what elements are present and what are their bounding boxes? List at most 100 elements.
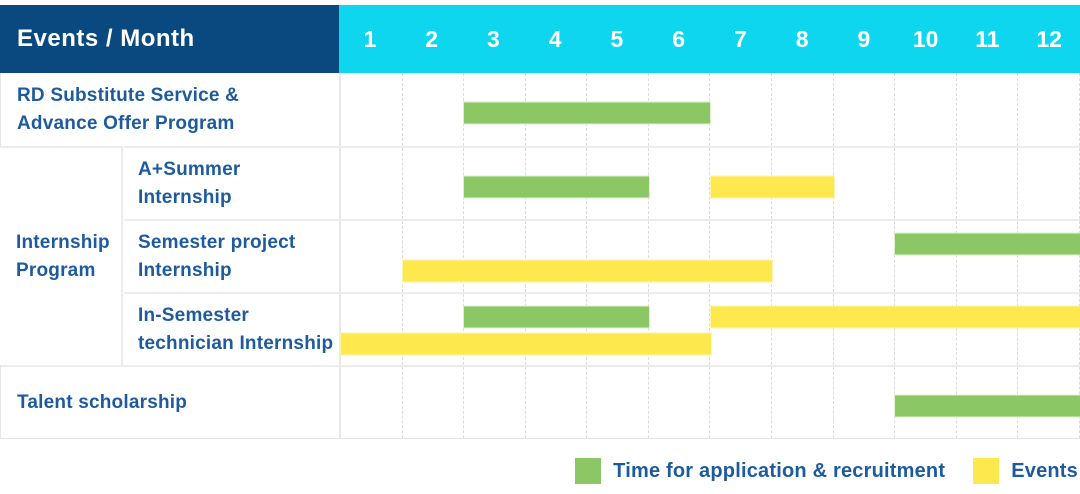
row-timeline (339, 146, 1080, 219)
month-grid-cell (464, 221, 526, 292)
group-label-line: Internship (16, 231, 110, 253)
month-grid-cell (895, 221, 957, 292)
month-header-cell: 7 (733, 25, 747, 52)
gantt-bar-event (402, 260, 773, 282)
month-grid-cell (341, 367, 403, 438)
month-grid-cell (341, 221, 403, 292)
month-grid-cell (403, 148, 465, 219)
legend-label-application: Time for application & recruitment (613, 459, 946, 482)
row-label: Talent scholarship (1, 365, 339, 438)
month-grid-cell (772, 294, 834, 365)
month-grid-cell (834, 367, 896, 438)
month-grid-cell (649, 221, 711, 292)
month-grid-cell (772, 367, 834, 438)
month-header-cell: 6 (672, 25, 686, 52)
month-grid-cell (341, 294, 403, 365)
month-header-row: 1 2 3 4 5 6 7 8 9 10 11 12 (339, 5, 1080, 73)
month-grid-cell (341, 148, 403, 219)
month-grid-cell (526, 221, 588, 292)
row-timeline (339, 219, 1080, 292)
table-row: A+Summer Internship (1, 146, 1080, 219)
month-grid-cell (649, 148, 711, 219)
events-month-header-cell: Events / Month (0, 5, 339, 73)
month-grid-cell (403, 73, 465, 146)
row-label: Semester project Internship (124, 219, 339, 292)
table-row: In-Semester technician Internship (1, 292, 1080, 365)
month-header-cell: 5 (610, 25, 624, 52)
row-timeline (339, 73, 1080, 146)
month-header-cell: 8 (795, 25, 809, 52)
month-grid-cell (526, 294, 588, 365)
month-grid-cell (772, 221, 834, 292)
month-grid-cell (1018, 294, 1080, 365)
row-label: A+Summer Internship (124, 146, 339, 219)
month-grid-cell (464, 367, 526, 438)
table-header-row: Events / Month 1 2 3 4 5 6 7 8 9 10 11 12 (0, 5, 1080, 73)
gantt-bar-application (895, 233, 1080, 255)
month-grid-cell (957, 148, 1019, 219)
month-grid-cell (834, 148, 896, 219)
month-grid-cell (587, 367, 649, 438)
legend-swatch-application (575, 458, 602, 484)
row-label-line: Semester project (138, 231, 296, 253)
month-grid-cell (587, 221, 649, 292)
row-label-line: In-Semester (138, 304, 249, 326)
month-grid-cell (649, 294, 711, 365)
month-grid-cell (834, 221, 896, 292)
month-grid-cell (957, 294, 1019, 365)
month-grid-cell (1018, 73, 1080, 146)
row-label-line: Talent scholarship (17, 391, 188, 413)
gantt-bar-application (464, 102, 711, 124)
month-header-cell: 4 (548, 25, 562, 52)
gantt-bar-application (895, 395, 1080, 417)
row-label-line: technician Internship (138, 332, 334, 354)
row-label: RD Substitute Service & Advance Offer Pro… (1, 73, 339, 146)
month-grid-cell (957, 73, 1019, 146)
month-grid-cell (587, 294, 649, 365)
month-grid-cell (403, 221, 465, 292)
row-label-line: Internship (138, 259, 232, 281)
gantt-bar-event (341, 333, 711, 355)
row-label-line: RD Substitute Service & (17, 84, 240, 106)
month-grid-cell (895, 294, 957, 365)
gantt-bar-application (464, 306, 649, 328)
month-header-cell: 3 (486, 25, 500, 52)
month-grid-cell (341, 73, 403, 146)
legend-label-events: Events (1011, 459, 1078, 482)
row-label-line: A+Summer (138, 158, 241, 180)
legend-swatch-event (973, 458, 1000, 484)
month-header-cell: 12 (1036, 25, 1062, 52)
month-grid-cell (710, 294, 773, 365)
month-grid-cell (834, 73, 896, 146)
events-month-table: Events / Month 1 2 3 4 5 6 7 8 9 10 11 12 RD Substi… (0, 5, 1080, 439)
month-header-cell: 1 (363, 25, 377, 52)
month-header-cell: 11 (975, 25, 1000, 52)
gantt-bar-event (710, 176, 834, 198)
row-label: In-Semester technician Internship (124, 292, 339, 365)
month-grid-cell (895, 73, 957, 146)
table-body: RD Substitute Service & Advance Offer Pro… (0, 73, 1080, 439)
month-grid-cell (526, 367, 588, 438)
group-label-line: Program (16, 259, 96, 281)
month-header-cell: 2 (425, 25, 439, 52)
row-timeline (339, 365, 1080, 438)
table-row: Semester project Internship (1, 219, 1080, 292)
month-grid-cell (834, 294, 896, 365)
month-grid-cell (403, 294, 465, 365)
month-grid-cell (1018, 148, 1080, 219)
month-grid-cell (710, 73, 773, 146)
month-grid-cell (1018, 221, 1080, 292)
group-label-internship-program: Internship Program (0, 146, 123, 365)
table-row: Talent scholarship (1, 365, 1080, 438)
row-label-line: Internship (138, 186, 232, 208)
table-row: RD Substitute Service & Advance Offer Pro… (1, 73, 1080, 146)
month-grid-cell (772, 73, 834, 146)
legend: Time for application & recruitment Event… (0, 458, 1080, 484)
gantt-bar-event (710, 306, 1080, 328)
month-header-cell: 10 (912, 25, 939, 52)
row-timeline (339, 292, 1080, 365)
month-grid-cell (464, 294, 526, 365)
month-grid-cell (403, 367, 465, 438)
month-header-cell: 9 (857, 25, 871, 52)
